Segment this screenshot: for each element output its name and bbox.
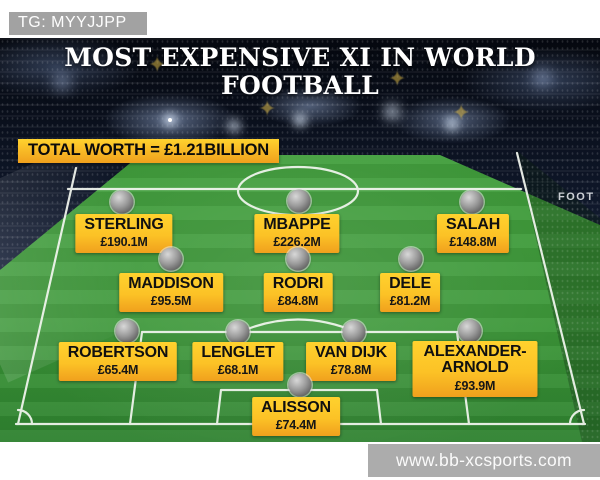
player-label: ALEXANDER-ARNOLD £93.9M <box>412 341 538 397</box>
left-sideline <box>16 166 78 426</box>
ad-board-text: FOOT <box>558 191 595 203</box>
player-label: MADDISON £95.5M <box>119 273 223 313</box>
headline-line2: FOOTBALL <box>221 70 379 100</box>
total-worth-plaque: TOTAL WORTH = £1.21BILLION <box>18 139 279 163</box>
player-dot <box>399 247 423 271</box>
player-dot <box>458 319 482 343</box>
player-label: VAN DIJK £78.8M <box>306 342 396 382</box>
headline: MOST EXPENSIVE XI IN WORLD FOOTBALL <box>0 44 600 99</box>
player-value: £95.5M <box>150 294 192 309</box>
player-value: £84.8M <box>277 294 319 309</box>
player-label: SALAH £148.8M <box>436 214 510 254</box>
player-dot <box>460 190 484 214</box>
headline-line1: MOST EXPENSIVE XI IN WORLD <box>64 43 536 72</box>
player-label: MBAPPE £226.2M <box>254 214 340 254</box>
player-name: DELE <box>389 275 431 292</box>
player-value: £148.8M <box>449 235 497 250</box>
player-value: £190.1M <box>100 235 148 250</box>
sparkle-star-icon: ✦ <box>452 100 471 125</box>
player-dot <box>115 319 139 343</box>
player-value: £81.2M <box>389 294 431 309</box>
player-name: VAN DIJK <box>315 344 387 361</box>
player-value: £226.2M <box>273 235 321 250</box>
players-layer: STERLING £190.1M MBAPPE £226.2M SALAH £1… <box>0 38 600 442</box>
player-dot <box>226 320 250 344</box>
player-dot <box>342 320 366 344</box>
player-name: ALEXANDER-ARNOLD <box>423 343 527 377</box>
player-label: ALISSON £74.4M <box>252 397 340 437</box>
floodlights-glow <box>168 118 172 122</box>
player-name: MBAPPE <box>263 216 331 233</box>
player-value: £78.8M <box>330 363 372 378</box>
watermark-text: www.bb-xcsports.com <box>396 450 572 470</box>
player-name: ROBERTSON <box>67 344 169 361</box>
player-value: £65.4M <box>97 363 139 378</box>
player-dot <box>288 373 312 397</box>
player-name: STERLING <box>84 216 164 233</box>
player-dot <box>159 247 183 271</box>
watermark-bar: www.bb-xcsports.com <box>368 444 600 477</box>
sparkle-star-icon: ✦ <box>258 96 277 121</box>
right-sideline <box>515 151 586 426</box>
channel-badge: TG: MYYJJPP <box>9 12 147 35</box>
sparkle-star-icon: ✦ <box>148 52 167 77</box>
player-name: ALISSON <box>261 399 331 416</box>
player-name: SALAH <box>445 216 501 233</box>
player-label: DELE £81.2M <box>380 273 440 313</box>
player-value: £74.4M <box>275 418 317 433</box>
sparkle-star-icon: ✦ <box>388 66 407 91</box>
player-dot <box>286 247 310 271</box>
player-value: £68.1M <box>217 363 259 378</box>
left-corner-arc <box>16 408 34 426</box>
channel-badge-text: TG: MYYJJPP <box>18 14 127 31</box>
player-value: £93.9M <box>454 378 496 393</box>
player-dot <box>110 190 134 214</box>
player-label: STERLING £190.1M <box>75 214 173 254</box>
player-label: LENGLET £68.1M <box>192 342 284 382</box>
stadium-graphic: FOOT ✦ ✦ ✦ ✦ MOST EXPENSIVE XI IN WORLD FOO… <box>0 38 600 442</box>
player-name: MADDISON <box>128 275 214 292</box>
right-corner-arc <box>568 408 586 426</box>
player-dot <box>287 189 311 213</box>
player-label: RODRI £84.8M <box>263 273 333 313</box>
player-name: RODRI <box>272 275 324 292</box>
player-name: LENGLET <box>201 344 275 361</box>
player-label: ROBERTSON £65.4M <box>58 342 178 382</box>
